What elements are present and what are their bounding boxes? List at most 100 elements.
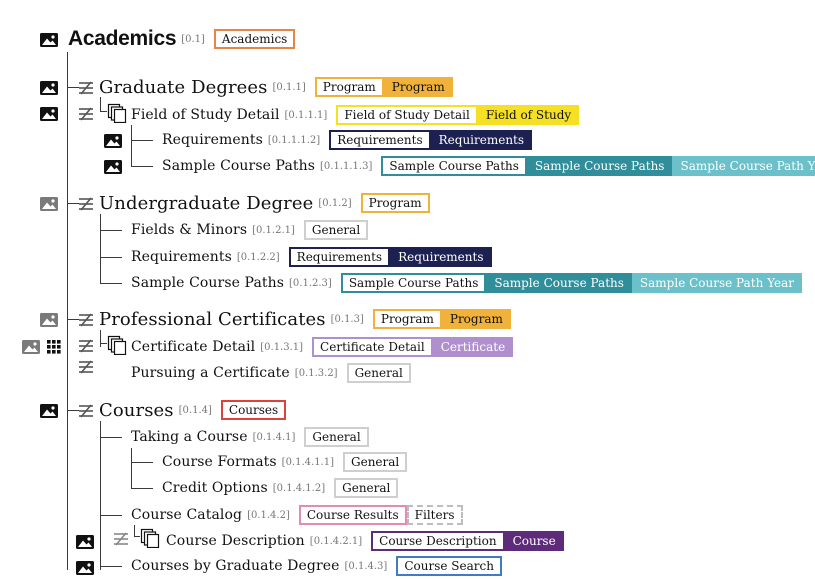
spine-line (67, 52, 69, 570)
template-tag[interactable]: Program (372, 309, 442, 329)
node-undergraduate-degree[interactable]: Undergraduate Degree [0.1.2] Program (99, 191, 430, 215)
node-requirements-ug[interactable]: Requirements [0.1.2.2] Requirements Require… (131, 245, 492, 269)
node-professional-certificates[interactable]: Professional Certificates [0.1.3] Program P… (99, 307, 511, 331)
branch-line (131, 166, 153, 167)
template-tags: Requirements Requirements (329, 130, 533, 150)
node-label: Courses (99, 399, 174, 421)
image-icon (40, 80, 58, 99)
node-courses-by-grad-degree[interactable]: Courses by Graduate Degree [0.1.4.3] Cours… (131, 554, 502, 578)
node-code: [0.1.2] (318, 197, 352, 209)
node-label: Credit Options (162, 480, 268, 496)
node-label: Sample Course Paths (162, 158, 316, 174)
branch-line (131, 140, 153, 141)
template-tag[interactable]: Field of Study Detail (336, 105, 478, 125)
branch-line (100, 566, 122, 567)
template-tags: General (346, 363, 411, 383)
template-tag[interactable]: Academics (213, 29, 296, 49)
template-tags: Field of Study Detail Field of Study (336, 105, 580, 125)
branch-line (67, 410, 79, 411)
template-tags: Sample Course Paths Sample Course Paths Sa… (340, 273, 802, 293)
branch-line (100, 330, 101, 347)
template-tag[interactable]: Certificate (432, 337, 514, 357)
branch-line (100, 515, 122, 516)
node-certificate-detail[interactable]: Certificate Detail [0.1.3.1] Certificate D… (131, 335, 514, 359)
template-tag[interactable]: General (346, 363, 411, 383)
mapping-icon (78, 196, 94, 215)
template-tag[interactable]: Sample Course Path Year (672, 156, 815, 176)
branch-line (131, 448, 132, 489)
node-pursuing-certificate[interactable]: Pursuing a Certificate [0.1.3.2] General (131, 361, 411, 385)
node-label: Taking a Course (131, 429, 248, 445)
template-tags: General (334, 478, 399, 498)
template-tag[interactable]: Sample Course Paths (340, 273, 487, 293)
node-sample-paths-grad[interactable]: Sample Course Paths [0.1.1.1.3] Sample Cou… (162, 154, 815, 178)
branch-line (100, 111, 107, 112)
node-code: [0.1.1.1] (284, 109, 328, 121)
multiple-pages-icon (140, 528, 160, 552)
node-courses[interactable]: Courses [0.1.4] Courses (99, 398, 287, 422)
template-tag[interactable]: General (343, 452, 408, 472)
node-course-catalog[interactable]: Course Catalog [0.1.4.2] Course Results Fil… (131, 503, 463, 527)
node-label: Fields & Minors (131, 222, 248, 238)
image-icon (40, 32, 58, 51)
template-tag[interactable]: Course Search (396, 556, 502, 576)
template-tag[interactable]: Program (441, 309, 511, 329)
node-credit-options[interactable]: Credit Options [0.1.4.1.2] General (162, 476, 399, 500)
node-requirements-grad[interactable]: Requirements [0.1.1.1.2] Requirements Requi… (162, 128, 533, 152)
branch-line (100, 343, 107, 344)
node-fields-minors[interactable]: Fields & Minors [0.1.2.1] General (131, 218, 369, 242)
node-code: [0.1.4.1] (252, 431, 296, 443)
node-course-formats[interactable]: Course Formats [0.1.4.1.1] General (162, 450, 408, 474)
template-tag[interactable]: Sample Course Paths (486, 273, 632, 293)
node-label: Certificate Detail (131, 339, 256, 355)
node-code: [0.1.2.3] (289, 277, 332, 289)
template-tag[interactable]: General (334, 478, 399, 498)
template-tags: General (343, 452, 408, 472)
image-icon (40, 312, 58, 331)
template-tags: Sample Course Paths Sample Course Paths Sa… (381, 156, 815, 176)
template-tag[interactable]: Certificate Detail (312, 337, 433, 357)
template-tags: Certificate Detail Certificate (312, 337, 514, 357)
template-tag[interactable]: Requirements (430, 130, 533, 150)
node-code: [0.1.3] (330, 313, 364, 325)
template-tag[interactable]: Program (383, 77, 453, 97)
template-tag[interactable]: Requirements (390, 247, 492, 267)
multiple-pages-icon (107, 335, 127, 359)
node-sample-paths-ug[interactable]: Sample Course Paths [0.1.2.3] Sample Cours… (131, 271, 802, 295)
template-tag[interactable]: General (304, 427, 369, 447)
node-taking-a-course[interactable]: Taking a Course [0.1.4.1] General (131, 425, 369, 449)
mapping-icon (78, 312, 94, 331)
template-tag[interactable]: Sample Course Paths (526, 156, 673, 176)
template-tag[interactable]: Requirements (329, 130, 431, 150)
node-academics[interactable]: Academics [0.1] Academics (68, 27, 296, 51)
template-tag[interactable]: Requirements (288, 247, 391, 267)
node-code: [0.1.1.1.3] (320, 160, 373, 172)
node-graduate-degrees[interactable]: Graduate Degrees [0.1.1] Program Program (99, 75, 453, 99)
template-tag[interactable]: Courses (220, 400, 287, 420)
template-tag[interactable]: Course Description (371, 531, 505, 551)
template-tags: Requirements Requirements (288, 247, 492, 267)
node-field-of-study-detail[interactable]: Field of Study Detail [0.1.1.1] Field of S… (131, 103, 580, 127)
template-tag[interactable]: Filters (406, 505, 463, 525)
mapping-icon (78, 338, 94, 357)
template-tag[interactable]: Field of Study (477, 105, 580, 125)
image-icon (104, 159, 122, 178)
node-course-description[interactable]: Course Description [0.1.4.2.1] Course Desc… (166, 529, 564, 553)
image-icon (76, 534, 94, 553)
template-tag[interactable]: Program (314, 77, 384, 97)
node-label: Field of Study Detail (131, 107, 280, 123)
node-label: Sample Course Paths (131, 275, 285, 291)
node-label: Graduate Degrees (99, 76, 268, 98)
node-code: [0.1.3.2] (294, 367, 338, 379)
template-tag[interactable]: Course Results (298, 505, 407, 525)
template-tag[interactable]: Sample Course Path Year (631, 273, 802, 293)
template-tag[interactable]: General (303, 220, 369, 240)
template-tag[interactable]: Sample Course Paths (381, 156, 527, 176)
node-code: [0.1.1.1.2] (267, 134, 321, 146)
image-icon (40, 106, 58, 125)
template-tag[interactable]: Course (504, 531, 564, 551)
node-label: Professional Certificates (99, 308, 326, 330)
node-code: [0.1.4] (178, 404, 212, 416)
template-tag[interactable]: Program (360, 193, 430, 213)
